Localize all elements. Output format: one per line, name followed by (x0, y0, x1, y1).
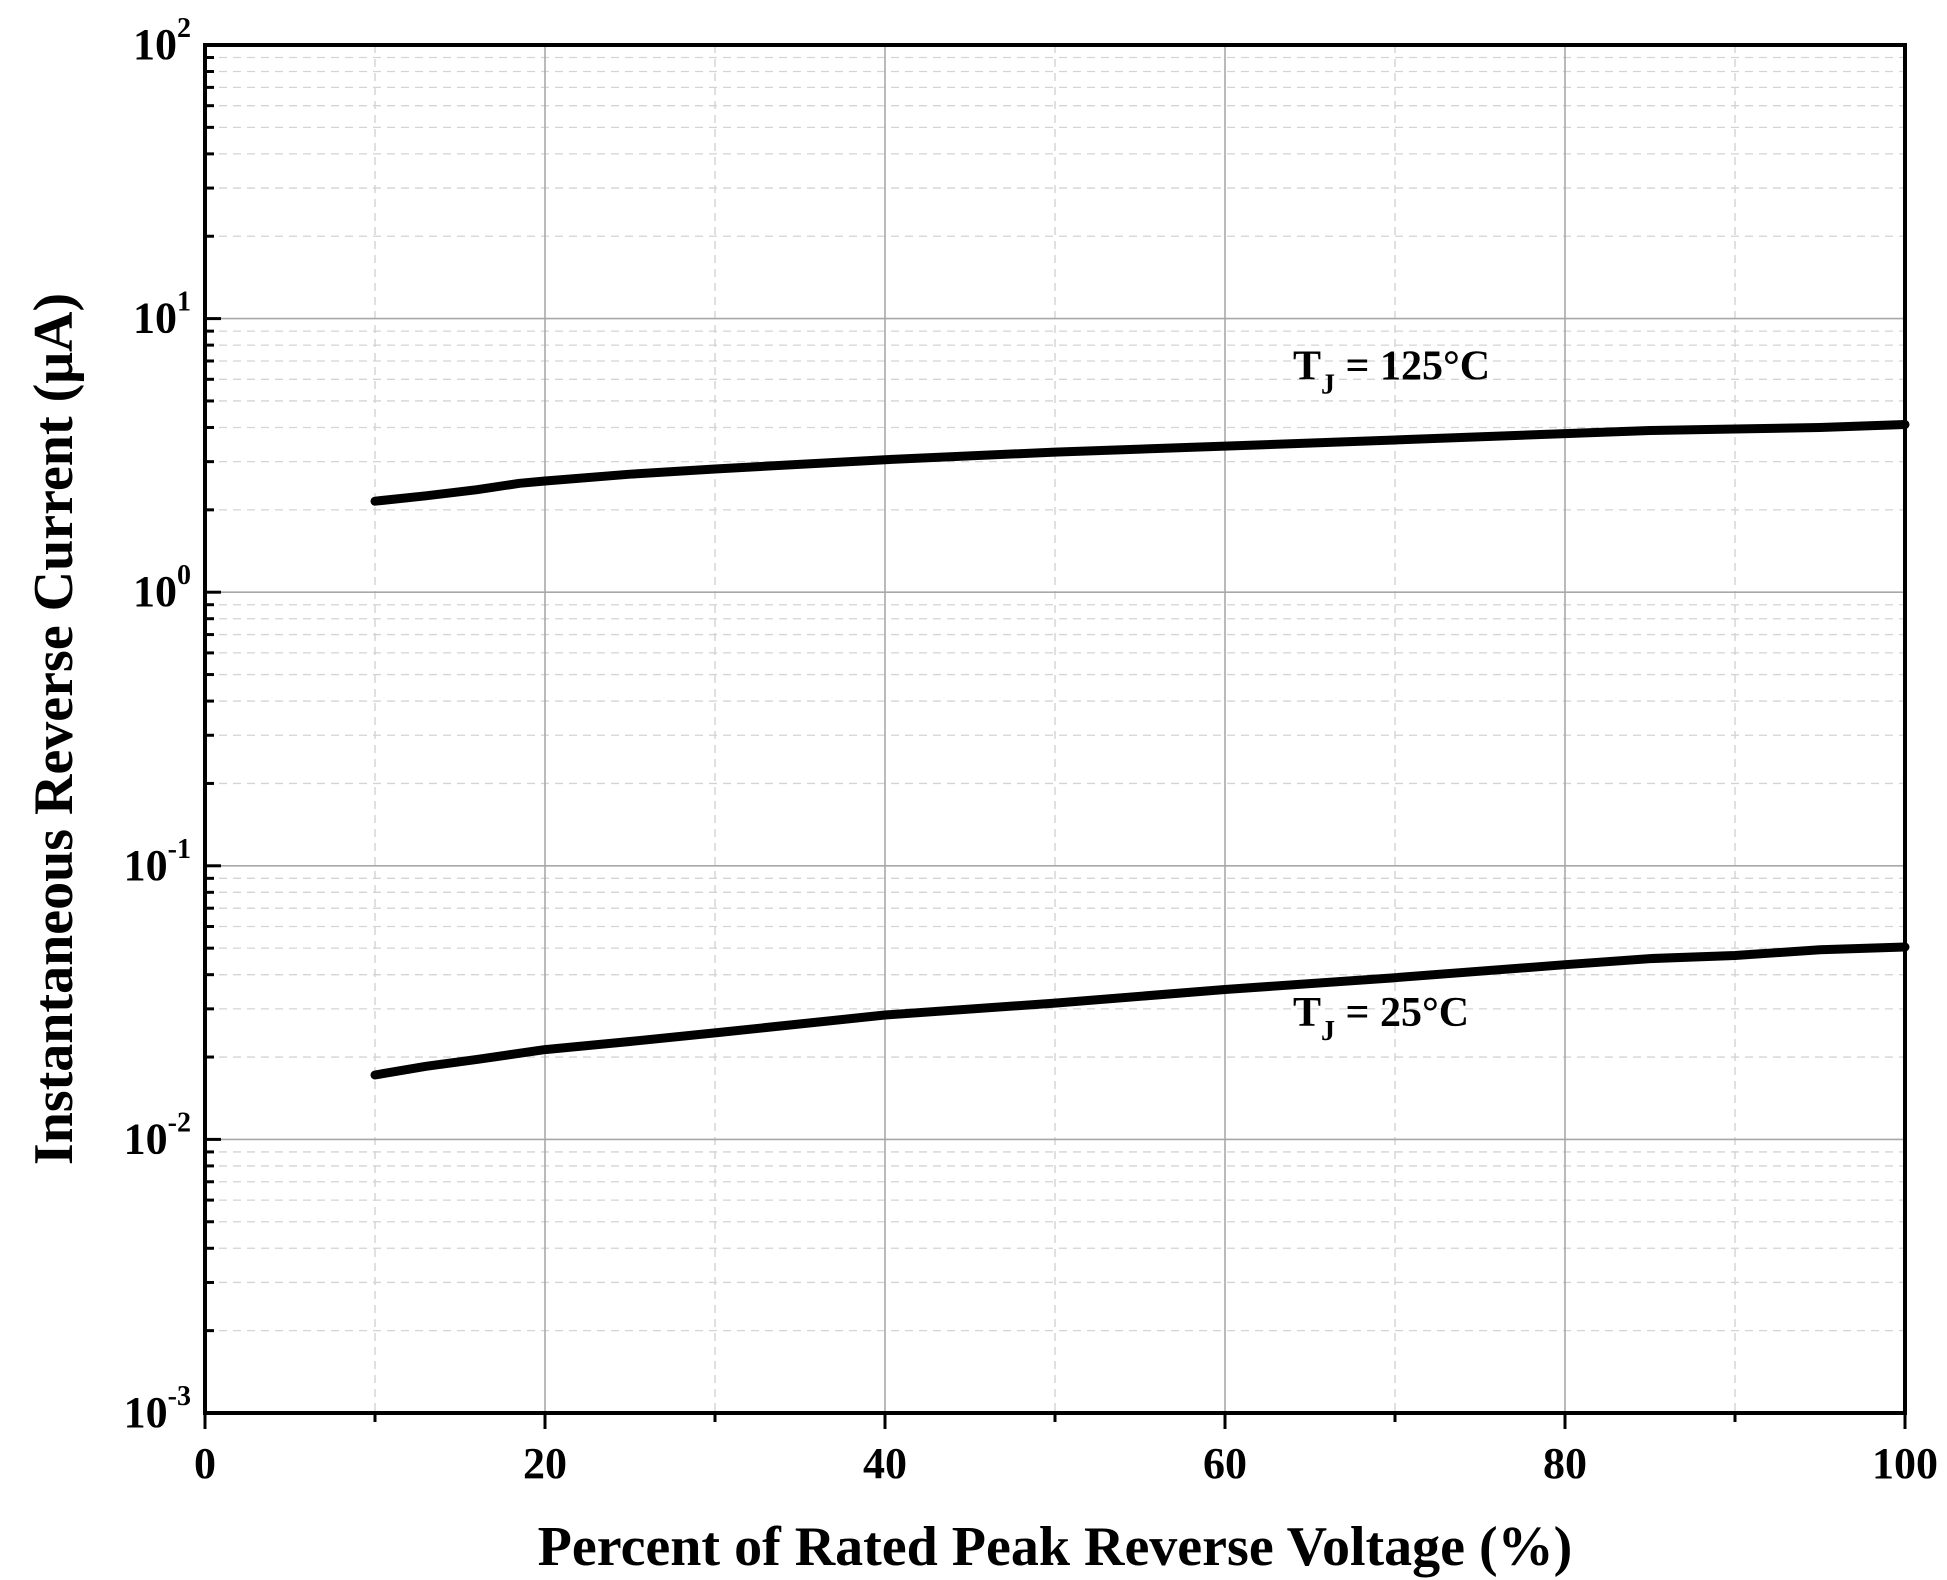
x-tick-label: 80 (1543, 1439, 1587, 1488)
y-tick-exponent: -2 (168, 1107, 191, 1138)
y-tick-exponent: 0 (177, 560, 191, 591)
minor-grid (205, 45, 1905, 1413)
series-line-0 (370, 420, 1910, 506)
series-annotations: TJ = 125°CTJ = 25°C (1293, 343, 1490, 1047)
y-tick-label: 101 (133, 287, 191, 343)
y-tick-label: 10-3 (124, 1381, 191, 1437)
y-tick-exponent: -3 (168, 1381, 191, 1412)
axis-ticks (203, 56, 1907, 1429)
y-tick-exponent: -1 (168, 834, 191, 865)
y-tick-exponent: 2 (177, 13, 191, 44)
y-tick-label: 100 (133, 560, 191, 616)
y-tick-base: 10 (124, 1114, 168, 1163)
series-label-0: TJ = 125°C (1293, 343, 1490, 400)
series-label-1: TJ = 25°C (1293, 990, 1469, 1047)
series-layer (370, 420, 1910, 1080)
series-label-subscript: J (1321, 369, 1335, 400)
x-tick-labels: 0 20 40 60 80 100 (194, 1439, 1938, 1488)
y-tick-label: 102 (133, 13, 191, 69)
y-tick-base: 10 (133, 567, 177, 616)
y-tick-base: 10 (124, 1388, 168, 1437)
y-tick-label: 10-2 (124, 1107, 191, 1163)
y-tick-base: 10 (133, 20, 177, 69)
series-label-main: T (1293, 343, 1321, 389)
series-label-main: T (1293, 990, 1321, 1036)
major-grid (205, 45, 1905, 1413)
y-tick-label: 10-1 (124, 834, 191, 890)
x-tick-label: 60 (1203, 1439, 1247, 1488)
y-axis-title: Instantaneous Reverse Current (μA) (23, 293, 85, 1165)
y-tick-base: 10 (124, 841, 168, 890)
x-axis-title: Percent of Rated Peak Reverse Voltage (%… (538, 1516, 1573, 1578)
series-label-subscript: J (1321, 1016, 1335, 1047)
y-tick-base: 10 (133, 294, 177, 343)
x-tick-label: 40 (863, 1439, 907, 1488)
series-line-1 (370, 942, 1910, 1080)
x-tick-label: 20 (523, 1439, 567, 1488)
series-label-rest: = 125°C (1335, 343, 1490, 389)
series-label-rest: = 25°C (1335, 990, 1469, 1036)
x-tick-label: 100 (1872, 1439, 1938, 1488)
x-tick-label: 0 (194, 1439, 216, 1488)
y-tick-exponent: 1 (177, 287, 191, 318)
